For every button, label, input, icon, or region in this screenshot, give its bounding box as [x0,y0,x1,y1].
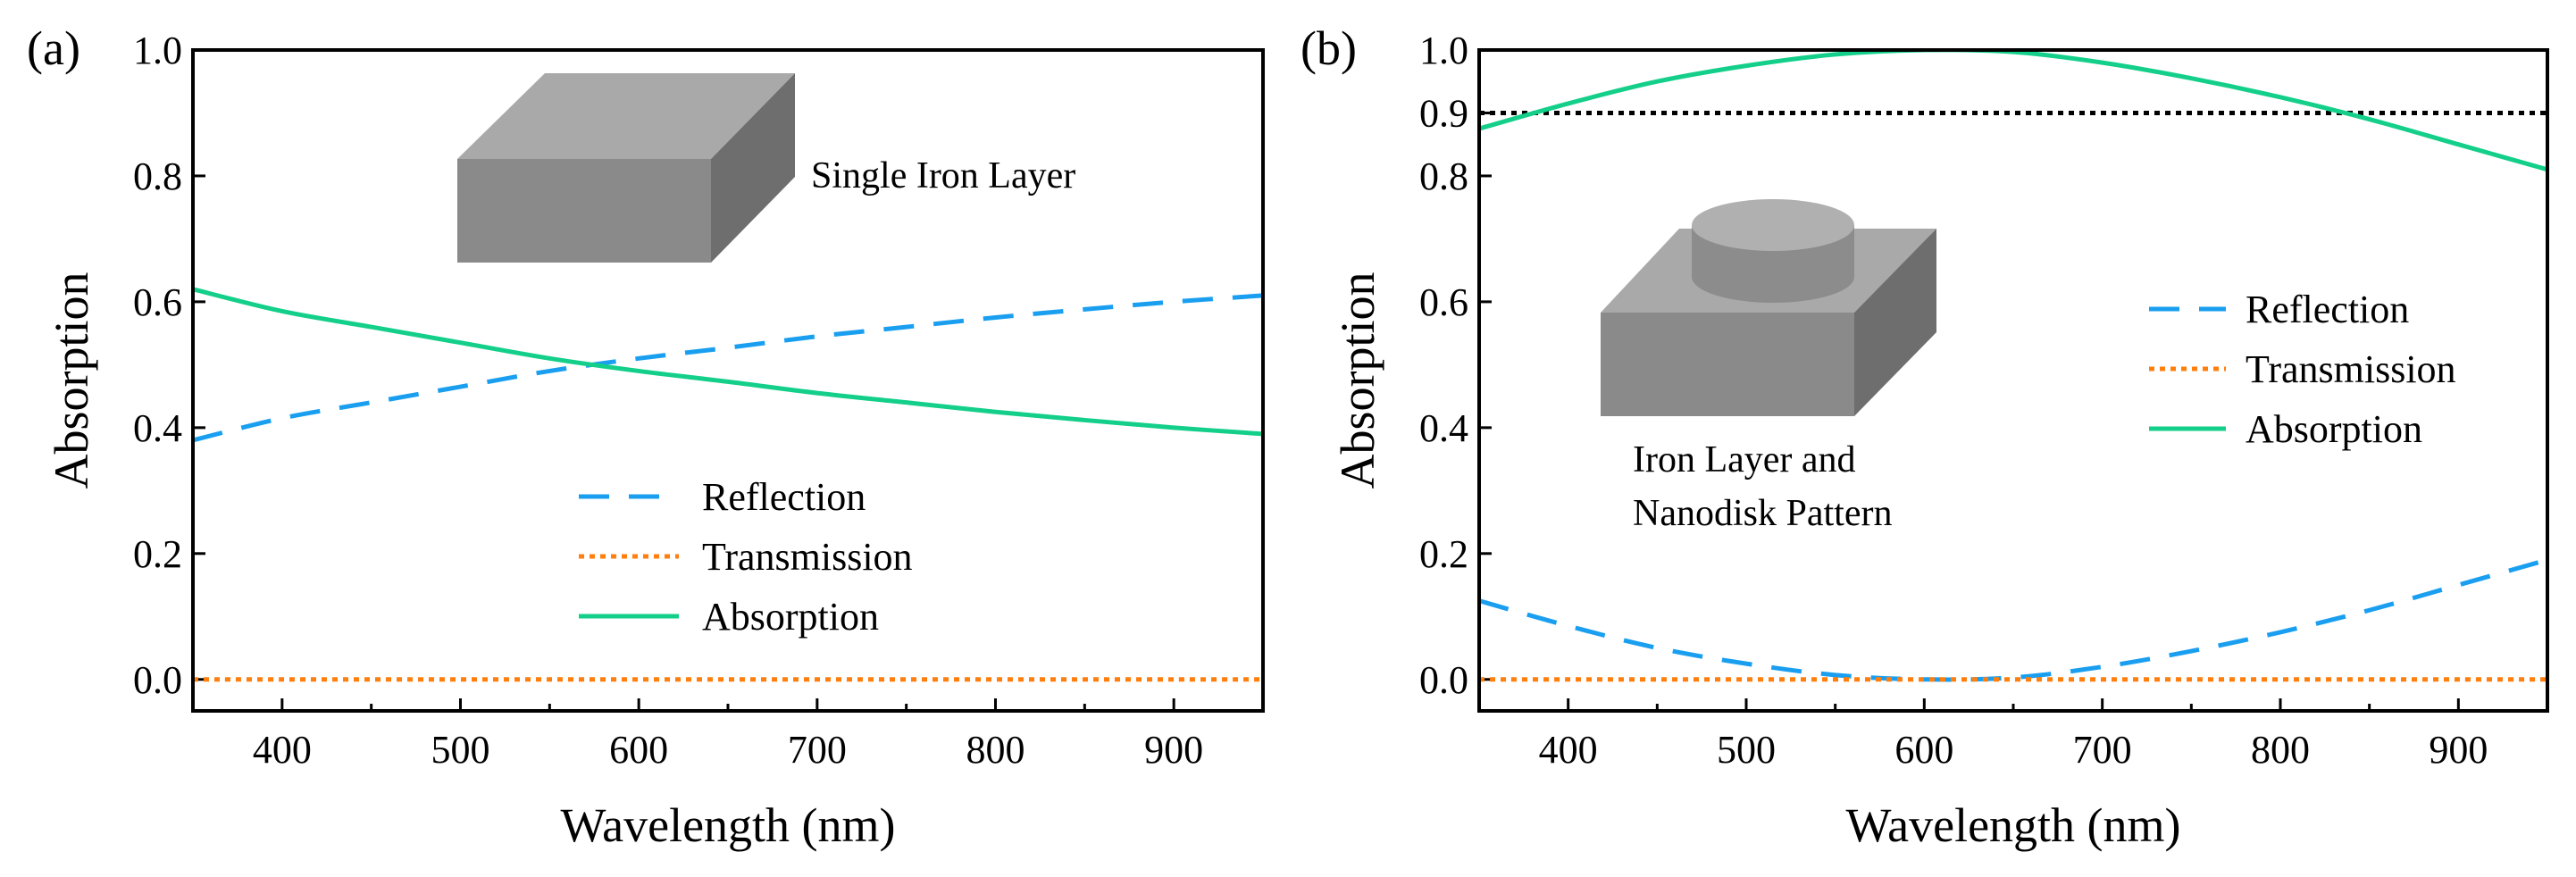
x-tick-label: 700 [788,728,847,772]
y-tick-label: 1.0 [1419,29,1468,72]
y-tick-label: 0.6 [133,280,182,324]
series-line-absorption [193,287,1263,437]
inset-caption: Iron Layer and [1633,439,1856,480]
slab-side-face [1854,229,1936,416]
y-tick-label: 1.0 [133,29,182,72]
series-line-reflection [193,293,1263,443]
x-tick-label: 600 [609,728,668,772]
series-group [193,287,1263,682]
chart-panel-a: (a) 400 500 600 700 800 900 0.0 0.2 0.4 0.6 0.8 1.0 W… [27,21,1265,852]
slab-side-face [711,73,795,263]
y-tick-label: 0.4 [1419,406,1468,450]
series-line-reflection [1479,557,2547,682]
x-tick-label: 500 [1717,728,1776,772]
y-tick-label: 0.0 [133,658,182,702]
y-tick-label: 0.2 [1419,532,1468,576]
legend-label: Transmission [2246,347,2456,391]
y-tick-label: 0.4 [133,406,182,450]
x-tick-label: 900 [2429,728,2488,772]
y-axis-label: Absorption [45,272,98,489]
y-tick-label: 0.6 [1419,280,1468,324]
slab-top-face [457,73,795,159]
series-line-absorption [1479,50,2547,172]
legend: Reflection Transmission Absorption [2149,288,2456,451]
plot-frame [1477,48,2549,713]
inset-illustration: Single Iron Layer [457,73,1075,263]
x-tick-label: 400 [1539,728,1598,772]
x-axis-label: Wavelength (nm) [1845,798,2180,852]
disk-top-face [1692,199,1854,251]
y-tick-label: 0.8 [1419,155,1468,198]
x-tick-label: 500 [431,728,490,772]
legend-label: Reflection [2246,288,2409,331]
inset-caption: Nanodisk Pattern [1633,493,1892,534]
legend-label: Absorption [2246,407,2422,451]
y-tick-label: 0.9 [1419,91,1468,135]
y-tick-label: 0.0 [1419,658,1468,702]
inset-caption: Single Iron Layer [811,155,1075,196]
inset-illustration: Iron Layer and Nanodisk Pattern [1601,199,1936,534]
x-tick-label: 600 [1894,728,1953,772]
disk-bottom [1692,251,1854,303]
x-axis-label: Wavelength (nm) [560,798,895,852]
chart-panel-b: (b) 400 500 600 700 800 900 0.0 0.2 0.4 0.6 0.8 0.9 1… [1301,21,2549,852]
series-group [1479,50,2547,682]
x-tick-label: 800 [2251,728,2310,772]
y-tick-label: 0.2 [133,532,182,576]
slab-front-face [1601,313,1854,416]
x-tick-label: 800 [966,728,1025,772]
legend-label: Absorption [702,595,879,639]
legend-label: Reflection [702,475,866,519]
legend: Reflection Transmission Absorption [579,475,913,639]
y-axis-label: Absorption [1331,272,1384,489]
x-tick-label: 700 [2073,728,2132,772]
slab-front-face [457,159,711,263]
panel-label: (b) [1301,21,1357,75]
x-tick-label: 400 [253,728,312,772]
panel-label: (a) [27,21,80,75]
plot-frame [191,48,1265,713]
y-tick-label: 0.8 [133,155,182,198]
legend-label: Transmission [702,535,913,579]
x-tick-label: 900 [1144,728,1203,772]
